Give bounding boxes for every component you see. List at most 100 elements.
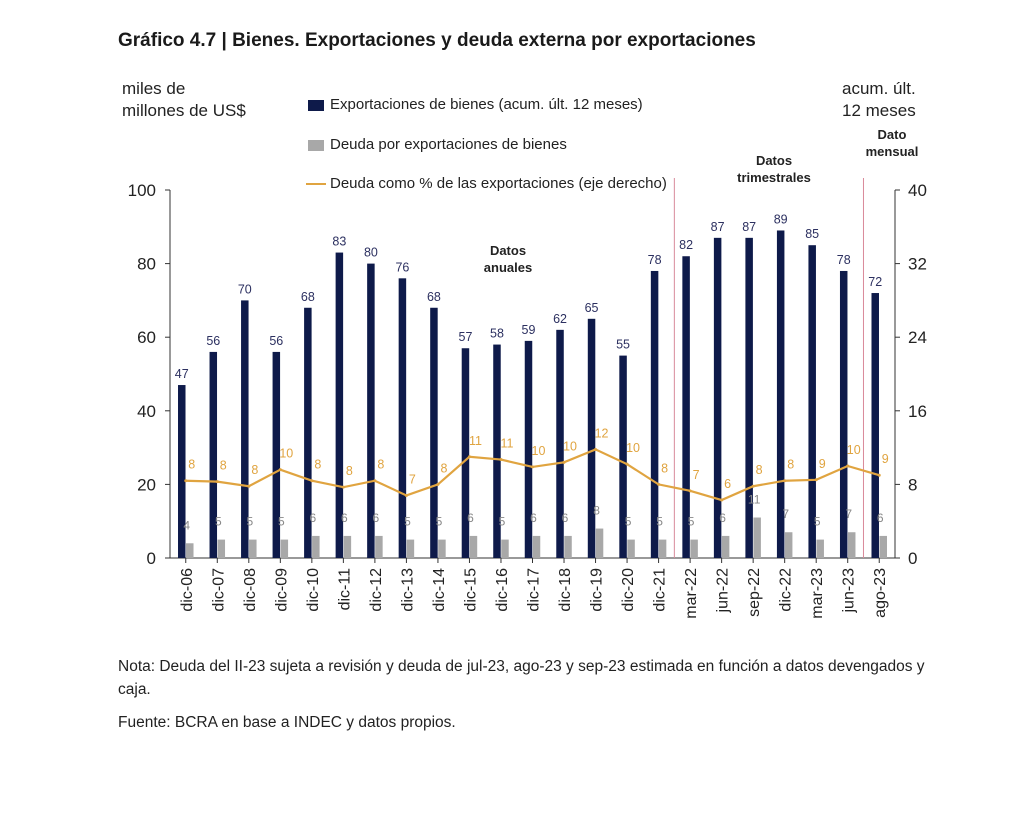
bar-exports [304, 307, 312, 558]
annotation-line: Datos [755, 153, 793, 168]
ratio-point [215, 480, 219, 484]
bar-label-debt: 5 [215, 515, 222, 529]
x-tick-label: sep-22 [746, 568, 763, 617]
bar-exports [430, 307, 438, 558]
chart-title: Gráfico 4.7 | Bienes. Exportaciones y de… [118, 30, 756, 51]
bar-label-exports: 85 [805, 227, 819, 241]
x-tick-label: jun-22 [715, 568, 732, 614]
ratio-point [688, 489, 692, 493]
ratio-label: 11 [500, 437, 513, 451]
x-tick-label: dic-10 [305, 568, 322, 612]
right-axis-label-line: 12 meses [842, 101, 916, 120]
bar-label-exports: 87 [711, 220, 725, 234]
bar-label-exports: 87 [742, 220, 756, 234]
y-tick-label-left: 60 [137, 328, 156, 347]
bar-label-debt: 6 [467, 511, 474, 525]
bar-exports [493, 344, 501, 558]
bar-label-debt: 6 [562, 511, 569, 525]
bar-debt [784, 532, 793, 558]
legend-swatch-debt [308, 140, 324, 151]
annotation-mensual: Dato mensual [852, 126, 932, 160]
ratio-label: 11 [469, 434, 482, 448]
bar-exports [398, 278, 407, 558]
ratio-point [751, 484, 755, 488]
ratio-point [814, 478, 818, 482]
bar-debt [186, 543, 194, 558]
bar-label-debt: 6 [530, 511, 537, 525]
ratio-label: 6 [724, 477, 731, 491]
y-tick-label-left: 80 [137, 255, 156, 274]
bar-exports [745, 237, 753, 558]
bar-label-exports: 59 [522, 323, 536, 337]
ratio-label: 8 [251, 463, 258, 477]
bar-label-exports: 56 [206, 334, 220, 348]
ratio-label: 8 [661, 461, 668, 475]
bar-debt [375, 535, 383, 558]
ratio-label: 8 [314, 458, 321, 472]
y-tick-label-right: 40 [908, 181, 927, 200]
bar-exports [461, 348, 470, 558]
bar-exports [556, 329, 564, 558]
y-tick-label-right: 16 [908, 402, 927, 421]
ratio-point [310, 479, 314, 483]
bar-debt [690, 539, 698, 558]
x-tick-label: dic-09 [273, 568, 290, 612]
x-tick-label: dic-13 [399, 568, 416, 612]
left-axis-label-line: miles de [122, 79, 186, 98]
y-tick-label-right: 8 [908, 475, 917, 494]
legend-item-exports: Exportaciones de bienes (acum. últ. 12 m… [330, 96, 643, 113]
bar-debt [847, 532, 856, 558]
ratio-label: 10 [279, 447, 293, 461]
y-tick-label-left: 0 [147, 549, 156, 568]
bar-exports [178, 385, 186, 558]
x-tick-label: dic-19 [589, 568, 606, 612]
bar-label-debt: 7 [782, 507, 789, 521]
bar-label-debt: 5 [246, 515, 253, 529]
bar-label-debt: 5 [688, 515, 695, 529]
y-tick-label-left: 20 [137, 475, 156, 494]
bar-label-debt: 5 [656, 515, 663, 529]
bar-debt [595, 528, 604, 558]
y-tick-label-left: 40 [137, 402, 156, 421]
bar-debt [406, 539, 415, 558]
bar-debt [249, 539, 257, 558]
ratio-point [341, 485, 345, 489]
x-tick-label: dic-11 [336, 568, 353, 610]
annotation-anual: Datos anuales [468, 242, 548, 276]
bar-debt [343, 535, 352, 558]
ratio-label: 8 [188, 458, 195, 472]
legend-swatch-ratio [306, 183, 326, 185]
bar-debt [753, 517, 761, 558]
x-tick-label: dic-22 [778, 568, 795, 612]
bar-label-exports: 56 [269, 334, 283, 348]
x-tick-label: dic-08 [242, 568, 259, 612]
ratio-label: 8 [346, 464, 353, 478]
bar-exports [650, 270, 659, 558]
bar-debt [721, 535, 730, 558]
ratio-label: 9 [819, 457, 826, 471]
x-tick-label: dic-12 [368, 568, 385, 612]
bar-label-debt: 6 [719, 511, 726, 525]
bar-label-exports: 68 [427, 290, 441, 304]
bar-label-exports: 55 [616, 338, 630, 352]
y-tick-label-right: 24 [908, 328, 927, 347]
bar-exports [619, 355, 627, 558]
bar-exports [587, 318, 596, 558]
bar-label-debt: 5 [499, 515, 506, 529]
bar-debt [564, 535, 572, 558]
bar-label-exports: 68 [301, 290, 315, 304]
bar-exports [776, 230, 785, 559]
ratio-point [436, 482, 440, 486]
bar-label-debt: 6 [341, 511, 348, 525]
bar-debt [658, 539, 667, 558]
ratio-point [594, 447, 598, 451]
bar-exports [272, 351, 281, 558]
bar-debt [627, 539, 635, 558]
bar-debt [280, 539, 289, 558]
ratio-point [720, 498, 724, 502]
x-tick-label: jun-23 [841, 568, 858, 614]
ratio-point [531, 465, 534, 469]
bar-exports [335, 252, 344, 558]
ratio-point [499, 458, 503, 462]
